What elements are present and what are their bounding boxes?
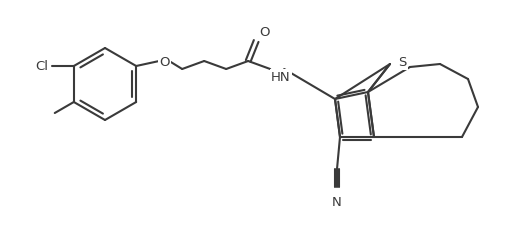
Text: N: N [332,195,342,208]
Text: O: O [259,26,270,39]
Text: O: O [159,55,170,68]
Text: S: S [398,56,406,69]
Text: HN: HN [271,71,291,84]
Text: Cl: Cl [35,60,48,73]
